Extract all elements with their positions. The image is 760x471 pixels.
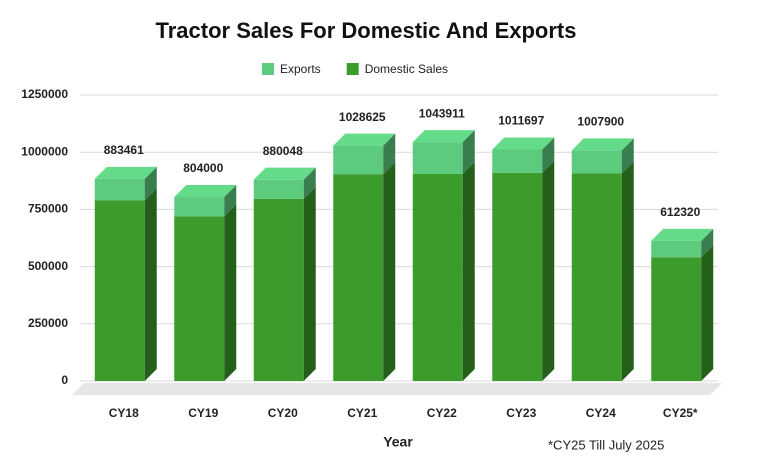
bar-segment (333, 145, 384, 175)
bar-side (542, 160, 555, 381)
bar-side (224, 204, 237, 381)
y-tick-label: 500000 (28, 259, 68, 273)
bar-segment (571, 150, 622, 174)
bar-segment (94, 200, 145, 381)
bar-side (462, 161, 475, 381)
bar-side (621, 138, 634, 174)
bar-segment (94, 178, 145, 201)
total-label: 612320 (660, 205, 700, 219)
bar-top (94, 166, 157, 179)
bar-side (303, 167, 316, 199)
legend-label: Exports (280, 62, 321, 76)
bar-segment (651, 257, 702, 381)
bar-side (224, 185, 237, 217)
x-tick-label: CY25* (663, 406, 698, 420)
x-axis-title: Year (383, 434, 413, 450)
bar-segment (492, 172, 543, 381)
bar-segment (412, 173, 463, 381)
bar-side (383, 162, 396, 381)
bar-side (542, 137, 555, 173)
total-label: 1028625 (339, 110, 386, 124)
y-tick-label: 1000000 (21, 144, 68, 158)
bar-top (571, 138, 634, 151)
total-label: 1007900 (577, 115, 624, 129)
legend-swatch (346, 63, 359, 75)
bar-segment (571, 173, 622, 381)
footnote: *CY25 Till July 2025 (548, 437, 664, 452)
bar-segment (253, 198, 304, 381)
bar-segment (412, 142, 463, 174)
total-label: 880048 (263, 144, 303, 158)
bar-segment (333, 174, 384, 381)
bar-side (701, 245, 714, 381)
bar-top (492, 137, 555, 150)
bar-top (333, 133, 396, 146)
bar-side (383, 133, 396, 175)
legend-swatch (262, 63, 274, 75)
x-tick-label: CY22 (427, 406, 457, 420)
total-label: 1043911 (419, 106, 465, 120)
y-tick-label: 750000 (28, 202, 68, 216)
total-label: 804000 (183, 161, 223, 175)
bar-side (303, 186, 316, 381)
bar-top (174, 185, 237, 198)
bar-top (412, 130, 475, 143)
x-tick-label: CY23 (506, 406, 536, 420)
x-tick-label: CY20 (268, 406, 298, 420)
chart-title: Tractor Sales For Domestic And Exports (156, 18, 577, 43)
legend-label: Domestic Sales (365, 62, 448, 76)
bar-top (253, 167, 316, 180)
x-tick-label: CY21 (347, 406, 377, 420)
x-tick-label: CY19 (188, 406, 218, 420)
bar-segment (174, 197, 225, 217)
y-tick-label: 1250000 (21, 87, 68, 101)
x-tick-label: CY24 (586, 406, 616, 420)
bar-side (144, 166, 157, 201)
bar-segment (492, 149, 543, 173)
bar-side (621, 161, 634, 381)
total-label: 883461 (104, 143, 144, 157)
bar-segment (651, 240, 702, 258)
bar-top (651, 228, 714, 241)
y-tick-label: 0 (61, 373, 68, 387)
bar-side (462, 130, 475, 174)
bar-segment (253, 179, 304, 199)
x-tick-label: CY18 (109, 406, 139, 420)
bar-side (701, 228, 714, 258)
floor (72, 383, 722, 395)
total-label: 1011697 (498, 114, 544, 128)
y-tick-label: 250000 (28, 316, 68, 330)
bar-side (144, 188, 157, 381)
bar-segment (174, 216, 225, 381)
